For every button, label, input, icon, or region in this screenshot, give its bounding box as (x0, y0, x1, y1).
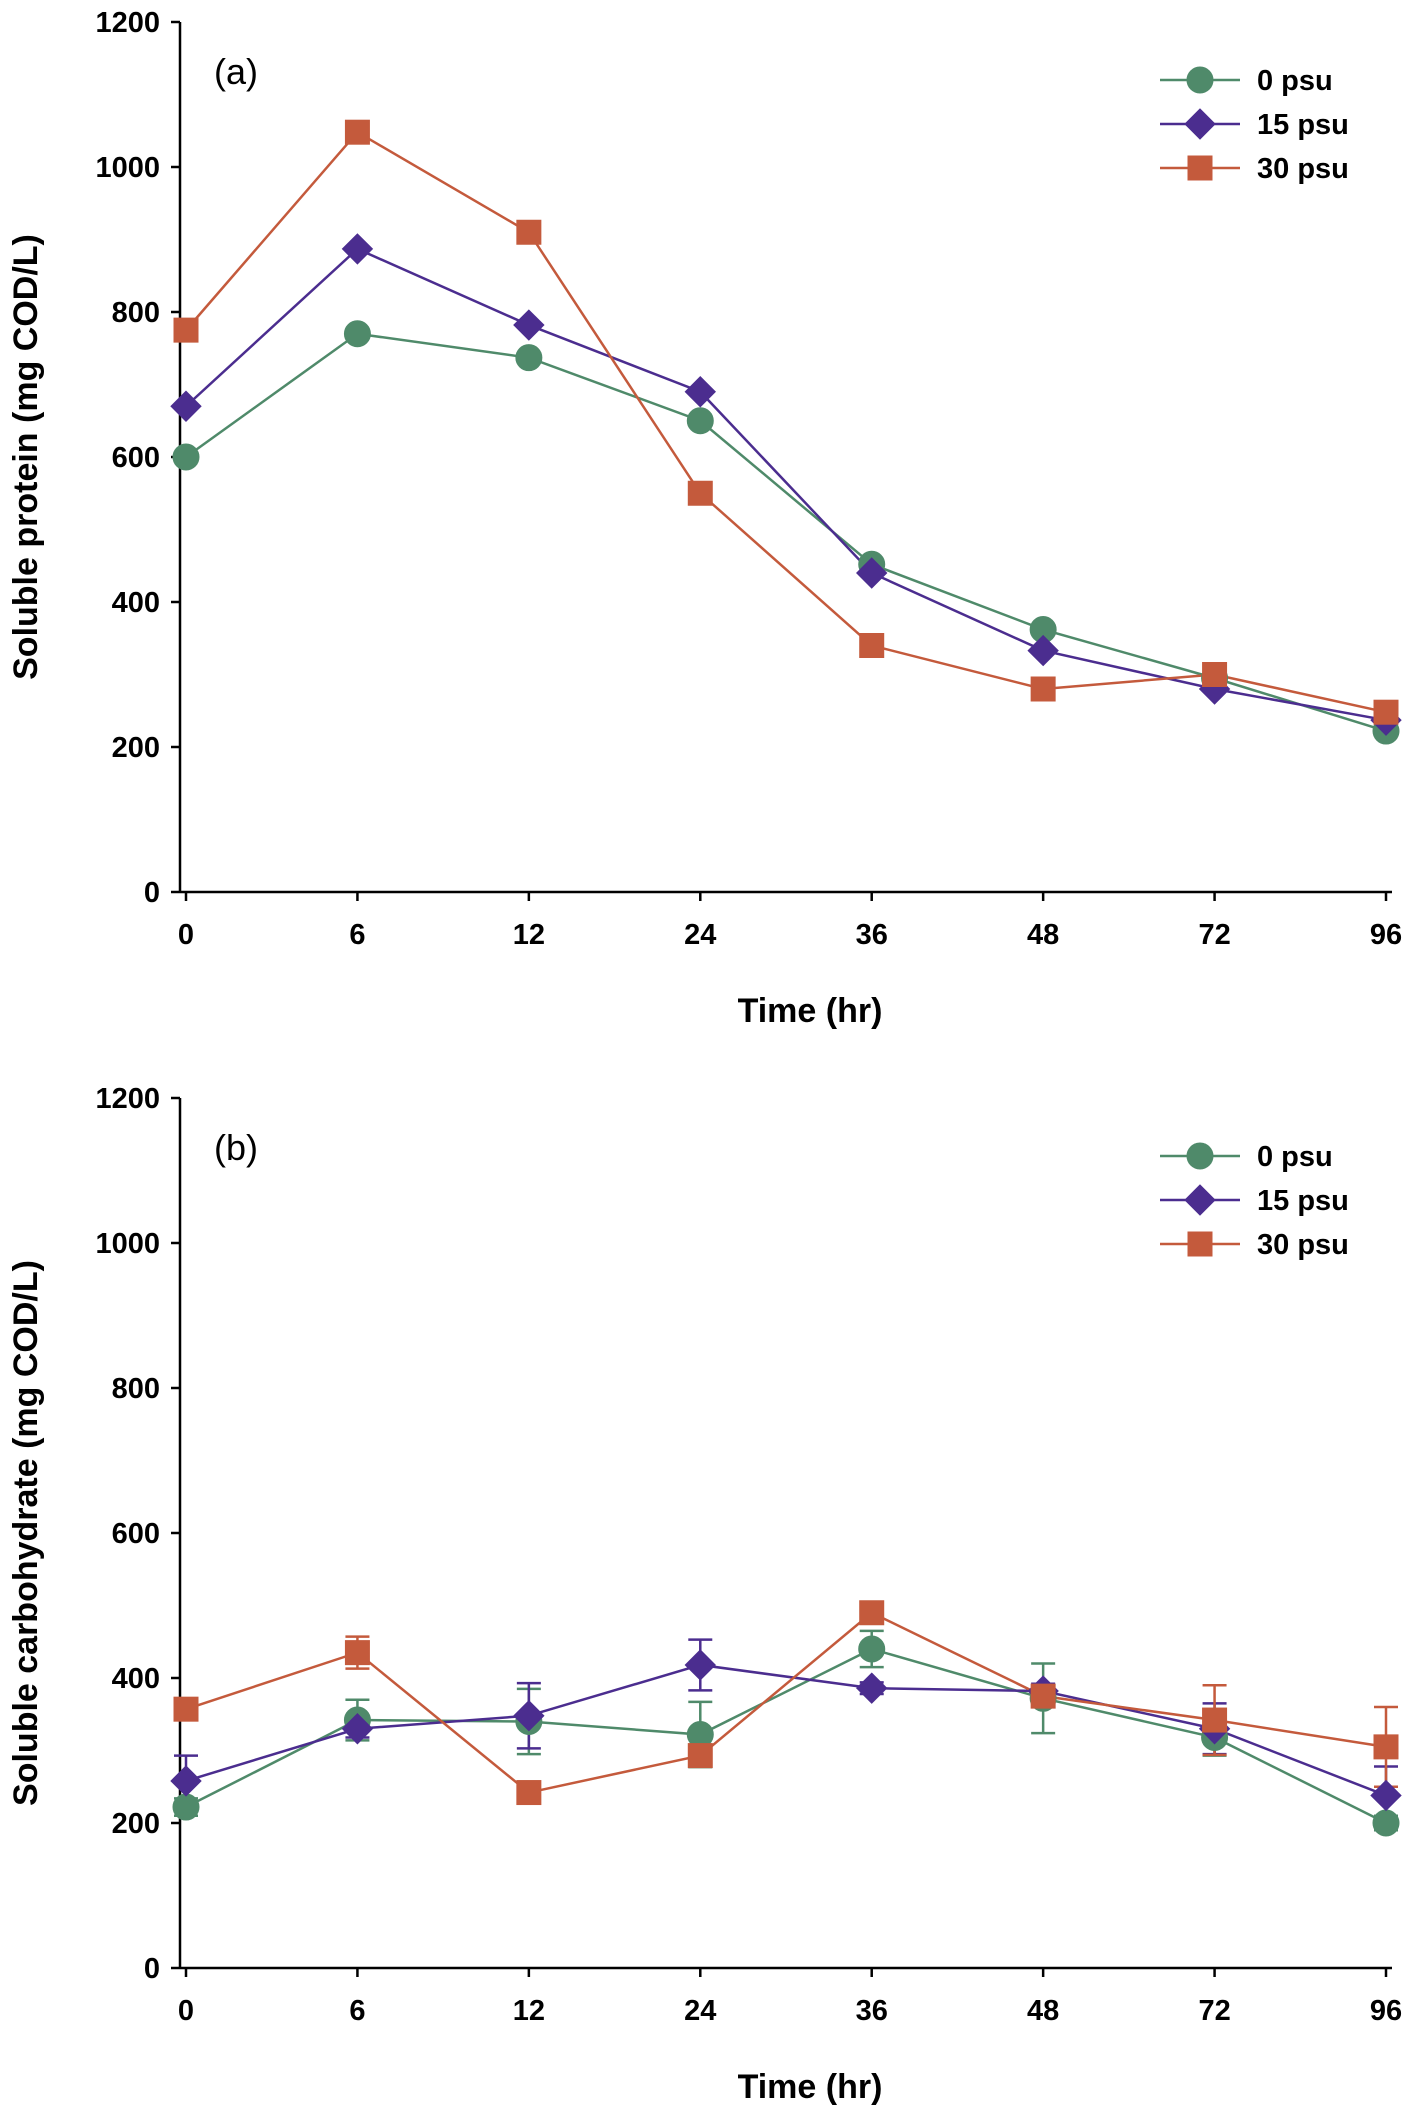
y-tick-label: 200 (112, 732, 160, 764)
x-tick-label: 48 (1027, 919, 1059, 951)
data-point (344, 119, 370, 145)
x-tick-label: 72 (1198, 919, 1230, 951)
legend-label: 0 psu (1257, 1141, 1333, 1173)
x-tick-label: 0 (178, 1995, 194, 2027)
x-tick-label: 0 (178, 919, 194, 951)
panel-label: (b) (214, 1127, 258, 1168)
y-tick-label: 400 (112, 1663, 160, 1695)
data-point (341, 1713, 374, 1745)
legend-marker (1186, 66, 1214, 94)
x-tick-label: 48 (1027, 1995, 1059, 2027)
data-point (686, 407, 714, 435)
x-tick-label: 24 (684, 1995, 716, 2027)
data-point (684, 1649, 716, 1681)
legend-label: 15 psu (1257, 1185, 1349, 1217)
legend-label: 30 psu (1257, 1229, 1349, 1261)
data-point (1373, 1734, 1399, 1760)
x-tick-label: 12 (513, 919, 545, 951)
series-line (185, 1647, 1387, 1825)
x-tick-label: 24 (684, 919, 716, 951)
data-point (516, 1780, 542, 1806)
y-tick-label: 800 (112, 1373, 160, 1405)
x-axis-title: Time (hr) (738, 992, 883, 1030)
legend: 0 psu 15 psu 30 psu (1160, 65, 1349, 185)
x-tick-label: 96 (1370, 919, 1402, 951)
y-axis-title: Soluble carbohydrate (mg COD/L) (7, 1260, 45, 1806)
x-tick-label: 36 (856, 919, 888, 951)
legend-marker (1186, 1142, 1214, 1170)
legend-label: 0 psu (1257, 65, 1333, 97)
chart-panel-2: 0 200 400 600 800 1000 1200 0 6 12 24 36 48 72 96 Time … (7, 1083, 1402, 2106)
series-line (185, 1663, 1387, 1797)
x-tick-label: 72 (1198, 1995, 1230, 2027)
y-tick-label: 1000 (95, 152, 160, 184)
data-point (513, 309, 545, 341)
data-point (1030, 676, 1056, 702)
x-tick-label: 12 (513, 1995, 545, 2027)
legend-marker (1184, 108, 1216, 140)
data-point (515, 344, 543, 372)
legend-label: 30 psu (1257, 153, 1349, 185)
y-tick-label: 1000 (95, 1228, 160, 1260)
data-point (859, 1600, 885, 1626)
series-line (185, 247, 1387, 722)
series-line (185, 1611, 1387, 1794)
data-point (170, 1765, 202, 1797)
data-point (170, 390, 202, 422)
y-tick-label: 200 (112, 1808, 160, 1840)
x-tick-label: 96 (1370, 1995, 1402, 2027)
data-point (1202, 662, 1228, 687)
data-point (1370, 1779, 1402, 1812)
y-tick-label: 600 (112, 1518, 160, 1550)
y-tick-label: 400 (112, 587, 160, 619)
legend: 0 psu 15 psu 30 psu (1160, 1141, 1349, 1261)
data-point (513, 1699, 545, 1732)
data-point (856, 557, 888, 589)
data-point (173, 317, 199, 343)
data-point (687, 1743, 713, 1769)
data-point (1027, 634, 1059, 667)
series-line (185, 130, 1387, 714)
data-point (859, 633, 885, 658)
series-line (185, 332, 1387, 733)
legend-label: 15 psu (1257, 109, 1349, 141)
data-point (516, 219, 542, 245)
x-axis-title: Time (hr) (738, 2068, 883, 2106)
y-axis-title: Soluble protein (mg COD/L) (7, 234, 45, 680)
data-point (172, 443, 200, 471)
data-point (172, 1793, 200, 1821)
chart-panel-1: 0 200 400 600 800 1000 1200 0 6 12 24 36 48 72 96 Time … (7, 7, 1402, 1030)
x-tick-label: 6 (349, 919, 365, 951)
data-point (173, 1696, 199, 1722)
legend-marker (1184, 1184, 1216, 1216)
data-point (1202, 1707, 1228, 1733)
data-point (1030, 1683, 1056, 1709)
data-point (687, 480, 713, 506)
data-point (684, 376, 716, 408)
data-point (856, 1672, 888, 1704)
x-tick-label: 6 (349, 1995, 365, 2027)
panel-label: (a) (214, 51, 258, 92)
data-point (341, 233, 374, 265)
data-point (1373, 699, 1399, 725)
legend-marker (1187, 155, 1213, 181)
y-tick-label: 1200 (95, 7, 160, 39)
y-tick-label: 1200 (95, 1083, 160, 1115)
data-point (343, 320, 371, 348)
y-tick-label: 0 (144, 877, 160, 909)
data-point (344, 1640, 370, 1666)
legend-marker (1187, 1231, 1213, 1257)
data-point (858, 1635, 886, 1663)
y-tick-label: 800 (112, 297, 160, 329)
data-point (1372, 1809, 1400, 1837)
y-tick-label: 600 (112, 442, 160, 474)
x-tick-label: 36 (856, 1995, 888, 2027)
y-tick-label: 0 (144, 1953, 160, 1985)
